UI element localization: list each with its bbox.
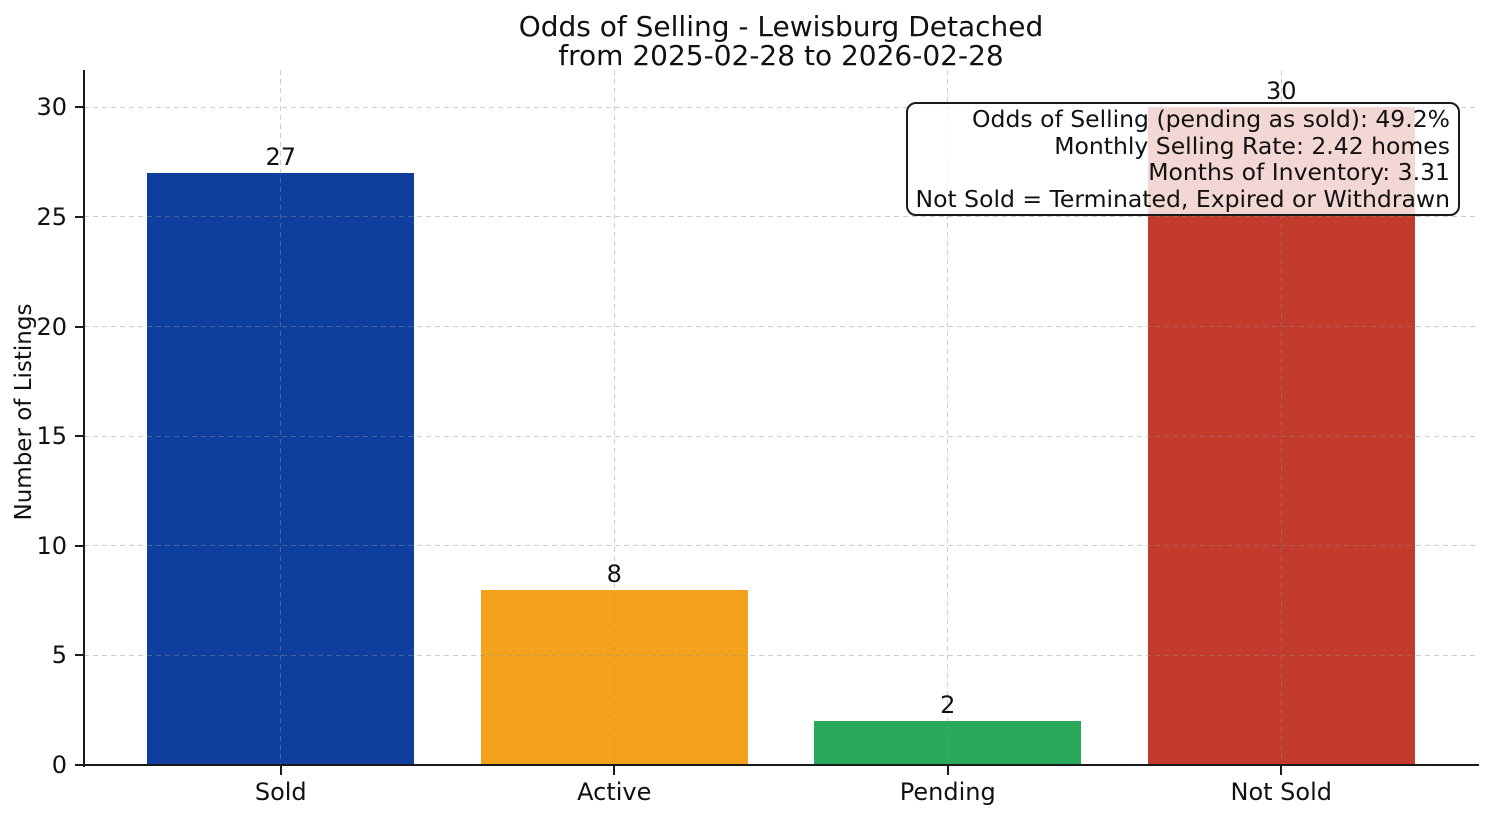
y-tick-mark <box>75 106 84 109</box>
y-tick-mark <box>75 215 84 218</box>
y-tick-mark <box>75 544 84 547</box>
y-tick-label: 10 <box>36 531 67 560</box>
annotation-line: Months of Inventory: 3.31 <box>1148 158 1450 186</box>
bar-sold <box>147 173 415 765</box>
x-tick-mark <box>946 766 949 775</box>
x-tick-mark <box>1280 766 1283 775</box>
y-tick-mark <box>75 764 84 766</box>
h-gridline <box>84 106 1478 108</box>
y-axis-spine <box>83 70 85 767</box>
h-gridline <box>84 216 1478 218</box>
x-tick-label: Pending <box>899 778 996 806</box>
v-gridline <box>1280 70 1282 765</box>
y-tick-label: 30 <box>36 93 67 122</box>
chart-subtitle: from 2025-02-28 to 2026-02-28 <box>558 39 1004 72</box>
x-tick-label: Sold <box>254 778 307 806</box>
x-tick-label: Active <box>577 778 652 806</box>
x-axis-spine <box>83 764 1479 766</box>
bar-value-label: 8 <box>606 559 622 588</box>
bar-not-sold <box>1147 107 1415 765</box>
annotation-line: Monthly Selling Rate: 2.42 homes <box>1054 131 1450 160</box>
h-gridline <box>84 545 1478 547</box>
v-gridline <box>280 70 282 765</box>
y-tick-mark <box>75 654 84 657</box>
h-gridline <box>84 326 1478 327</box>
y-tick-mark <box>75 325 84 328</box>
chart-title: Odds of Selling - Lewisburg Detached <box>518 10 1044 43</box>
y-tick-label: 25 <box>36 202 67 231</box>
annotation-line: Not Sold = Terminated, Expired or Withdr… <box>915 184 1450 213</box>
h-gridline <box>84 654 1478 656</box>
bar-active <box>480 589 748 765</box>
v-gridline <box>613 70 615 765</box>
x-tick-label: Not Sold <box>1230 778 1332 806</box>
y-tick-label: 5 <box>51 641 67 670</box>
x-tick-mark <box>279 766 282 775</box>
plot-area: 27 8 2 30 Odds of Selling (pending as sold)… <box>84 70 1478 765</box>
bar-value-label: 27 <box>265 143 297 172</box>
v-gridline <box>947 70 949 765</box>
y-tick-label: 15 <box>36 422 67 451</box>
y-tick-mark <box>75 435 84 438</box>
annotation-line: Odds of Selling (pending as sold): 49.2% <box>972 105 1450 133</box>
annotation-box: Odds of Selling (pending as sold): 49.2%… <box>905 102 1460 216</box>
bar-value-label: 30 <box>1265 77 1297 106</box>
y-tick-label: 0 <box>51 751 67 779</box>
h-gridline <box>84 435 1478 437</box>
x-tick-mark <box>613 766 616 775</box>
bar-pending <box>814 721 1082 765</box>
bar-value-label: 2 <box>940 691 956 720</box>
y-tick-label: 20 <box>36 312 67 341</box>
